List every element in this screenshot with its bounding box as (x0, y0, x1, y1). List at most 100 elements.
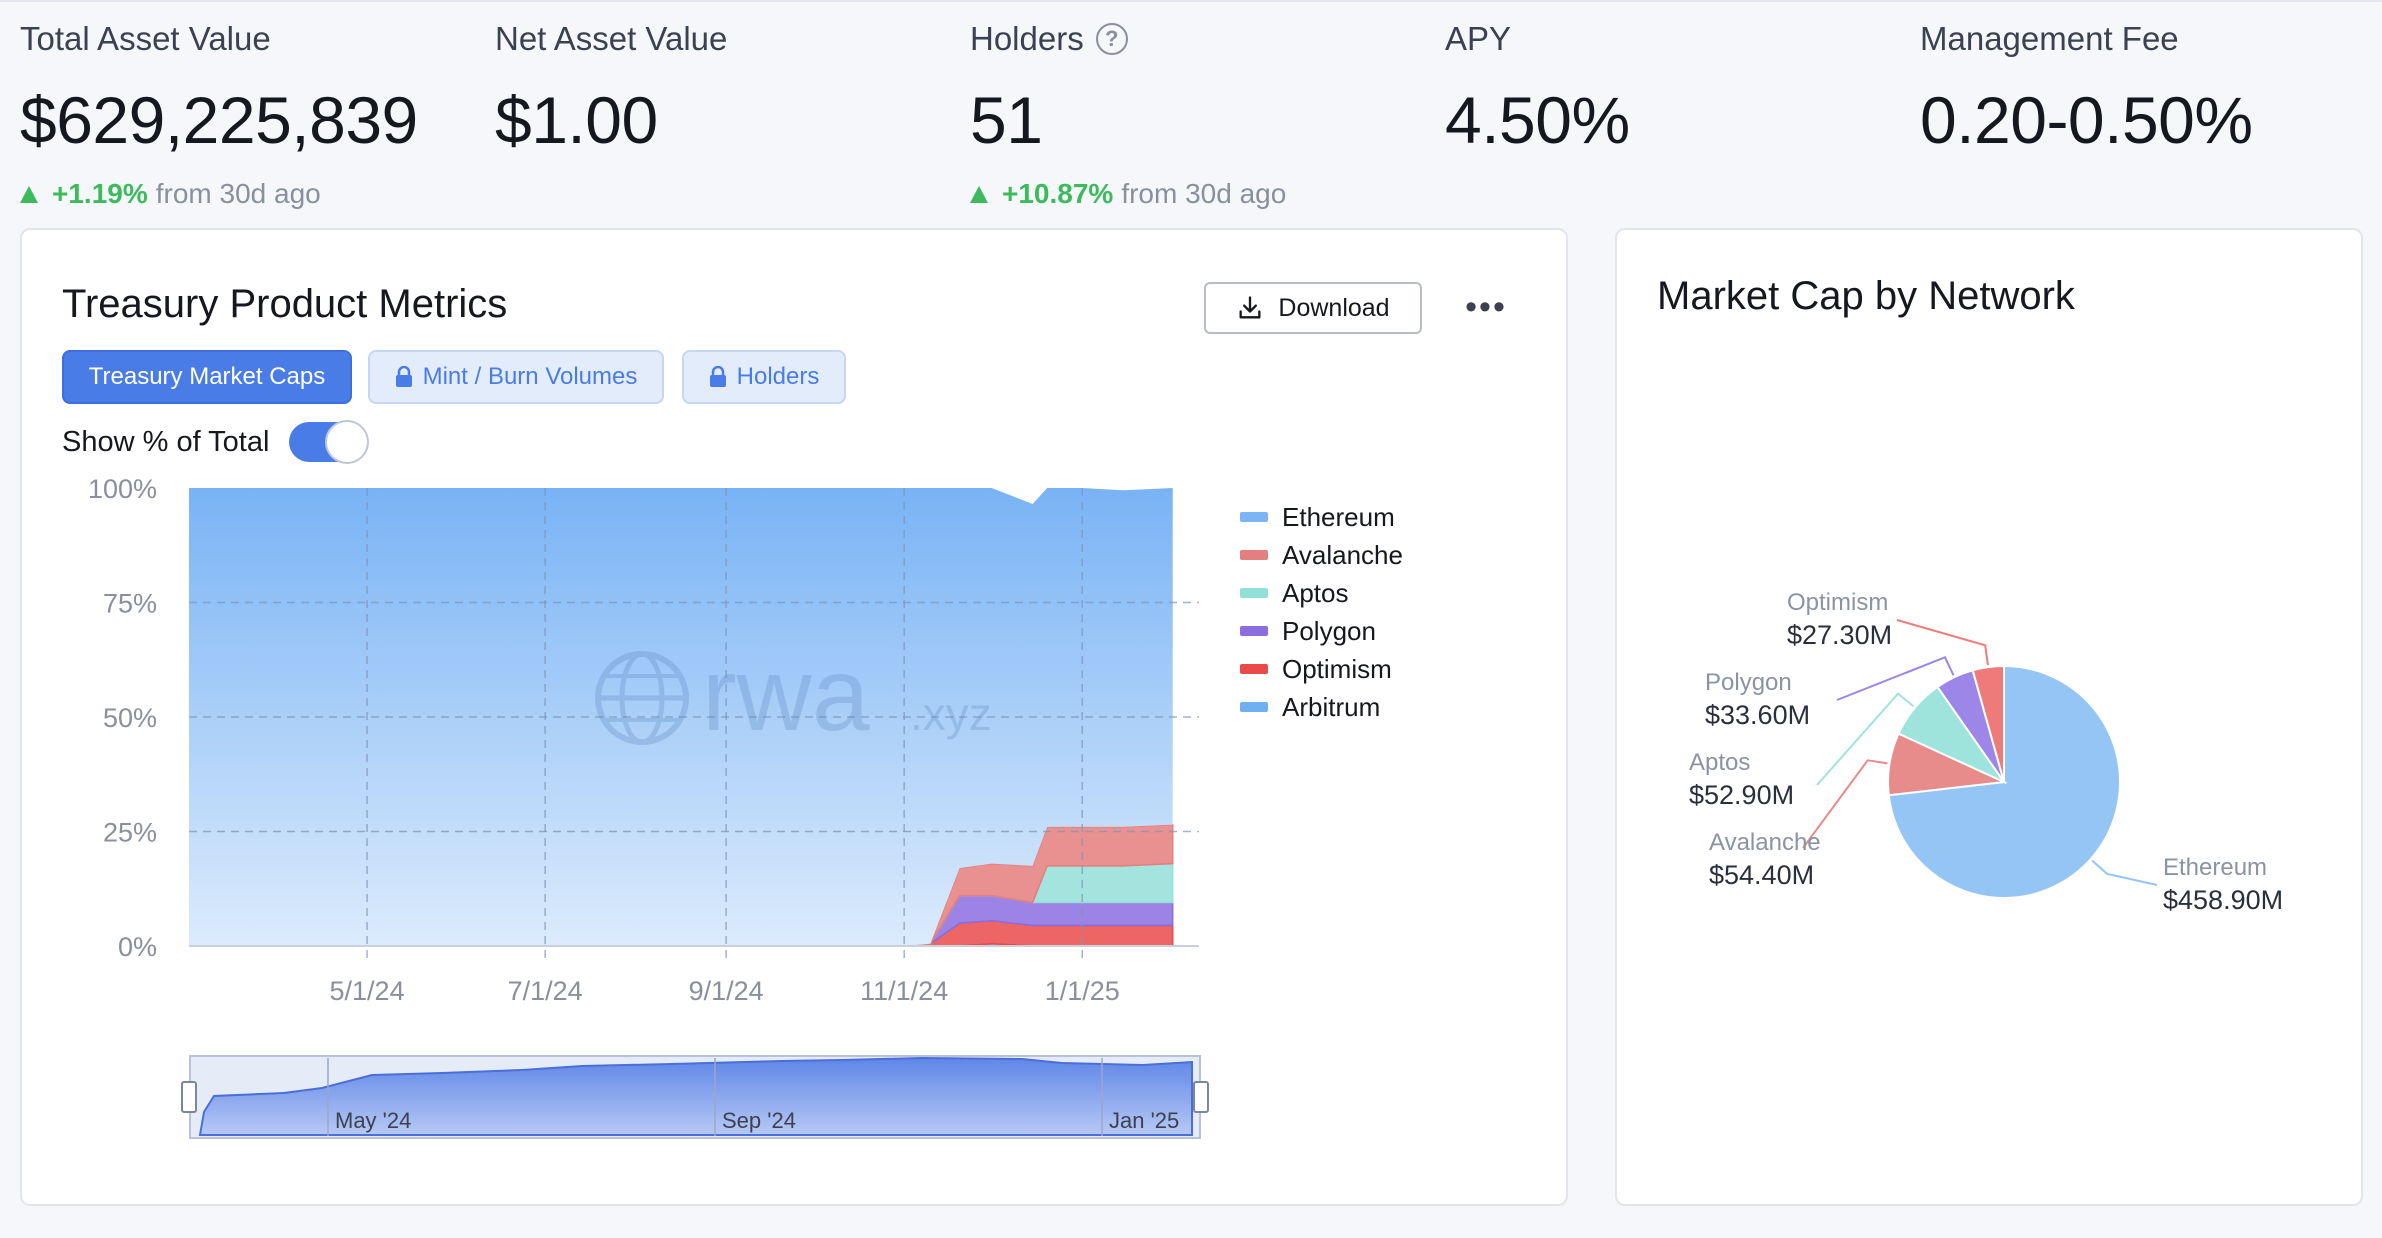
pie-label-name: Ethereum (2163, 854, 2267, 881)
card-title: Treasury Product Metrics (62, 282, 508, 326)
stat-change: +1.19% from 30d ago (20, 178, 418, 210)
y-tick-label: 100% (88, 474, 157, 504)
y-axis-ticks: 100% 75% 50% 25% 0% (88, 474, 157, 962)
pie-label-name: Polygon (1705, 669, 1792, 696)
legend-item-optimism[interactable]: Optimism (1240, 650, 1403, 688)
legend-item-aptos[interactable]: Aptos (1240, 574, 1403, 612)
tab-mint-burn-volumes[interactable]: Mint / Burn Volumes (368, 350, 664, 404)
stat-net-asset-value: Net Asset Value $1.00 (495, 20, 727, 158)
chart-legend: Ethereum Avalanche Aptos Polygon Optimis… (1240, 498, 1403, 726)
stat-holders: Holders ? 51 +10.87% from 30d ago (970, 20, 1286, 210)
stat-value: 51 (970, 83, 1043, 157)
pie-leader-line (1896, 619, 1989, 666)
legend-label: Ethereum (1282, 501, 1395, 532)
legend-swatch (1240, 550, 1268, 560)
pie-label-name: Optimism (1787, 589, 1888, 616)
legend-item-polygon[interactable]: Polygon (1240, 612, 1403, 650)
pie-slice-optimism[interactable] (1971, 664, 2005, 783)
legend-swatch (1240, 664, 1268, 674)
change-suffix: from 30d ago (1121, 178, 1287, 209)
y-tick-label: 25% (103, 818, 157, 848)
legend-item-arbitrum[interactable]: Arbitrum (1240, 688, 1403, 726)
pie-leader-line (1802, 759, 1888, 849)
toggle-knob (325, 420, 370, 464)
navigator-right-handle[interactable] (1193, 1081, 1209, 1113)
stat-value: $1.00 (495, 83, 658, 157)
more-options-icon[interactable]: ••• (1465, 287, 1507, 326)
pie-leader-line (1816, 692, 1915, 786)
lock-icon (709, 366, 726, 387)
stat-value: 4.50% (1445, 83, 1630, 157)
download-icon (1239, 296, 1261, 319)
pie-leader-line (1836, 656, 1955, 701)
stat-apy: APY 4.50% (1445, 20, 1630, 158)
show-percent-toggle-row: Show % of Total (62, 420, 370, 464)
tab-label: Holders (736, 363, 820, 390)
stat-label: Holders (970, 20, 1084, 57)
x-tick-label: 7/1/24 (508, 976, 583, 1006)
pie-label-name: Avalanche (1709, 829, 1821, 856)
market-cap-area-chart: 100% 75% 50% 25% 0% 5/1/24 7/1/24 9/1/24 11/1/2… (88, 474, 1209, 1139)
legend-label: Polygon (1282, 615, 1376, 646)
x-tick-label: 5/1/24 (330, 976, 405, 1006)
legend-label: Avalanche (1282, 539, 1403, 570)
pie-label-value: $27.30M (1787, 620, 1892, 650)
download-button[interactable]: Download (1204, 282, 1422, 334)
navigator-label: May '24 (335, 1108, 411, 1133)
pie-labels: Ethereum $458.90M Avalanche $54.40M Aptos $52… (1689, 589, 2283, 915)
watermark-suffix: .xyz (910, 688, 992, 740)
stat-value: $629,225,839 (20, 83, 418, 157)
change-percent: +1.19% (52, 178, 148, 209)
lock-icon (395, 366, 412, 387)
legend-swatch (1240, 512, 1268, 522)
stat-label: Net Asset Value (495, 20, 728, 57)
x-axis-ticks: 5/1/24 7/1/24 9/1/24 11/1/24 1/1/25 (330, 976, 1120, 1006)
toggle-label: Show % of Total (62, 425, 270, 458)
pie-slices (1887, 664, 2121, 899)
x-tick-label: 1/1/25 (1045, 976, 1120, 1006)
grid-lines (189, 488, 1199, 960)
legend-item-ethereum[interactable]: Ethereum (1240, 498, 1403, 536)
stat-label-row: Holders ? (970, 20, 1286, 58)
x-tick-label: 9/1/24 (689, 976, 764, 1006)
download-label: Download (1278, 293, 1390, 322)
treasury-metrics-card: Treasury Product Metrics Download ••• Tr… (20, 228, 1568, 1206)
y-tick-label: 50% (103, 703, 157, 733)
y-tick-label: 0% (118, 932, 157, 962)
legend-label: Arbitrum (1282, 691, 1381, 722)
stat-label: APY (1445, 20, 1512, 57)
pie-label-value: $458.90M (2163, 885, 2283, 915)
legend-label: Optimism (1282, 653, 1392, 684)
pie-label-value: $54.40M (1709, 860, 1814, 890)
help-icon[interactable]: ? (1095, 23, 1128, 55)
stat-value: 0.20-0.50% (1920, 83, 2253, 157)
pie-label-value: $33.60M (1705, 700, 1810, 730)
navigator-left-handle[interactable] (181, 1081, 197, 1113)
range-navigator[interactable]: May '24 Sep '24 Jan '25 (181, 1055, 1209, 1139)
tab-label: Mint / Burn Volumes (422, 363, 638, 390)
tab-treasury-market-caps[interactable]: Treasury Market Caps (62, 350, 352, 404)
legend-item-avalanche[interactable]: Avalanche (1240, 536, 1403, 574)
legend-swatch (1240, 626, 1268, 636)
x-tick-label: 11/1/24 (860, 976, 948, 1006)
tab-label: Treasury Market Caps (88, 363, 326, 390)
pie-leader-line (2091, 859, 2158, 886)
stat-total-asset-value: Total Asset Value $629,225,839 +1.19% fr… (20, 20, 418, 210)
stats-bar: Total Asset Value $629,225,839 +1.19% fr… (0, 0, 2382, 215)
up-arrow-icon (20, 185, 38, 203)
navigator-label: Jan '25 (1109, 1108, 1179, 1133)
card-title: Market Cap by Network (1657, 274, 2075, 318)
show-percent-toggle[interactable] (289, 420, 370, 464)
stat-change: +10.87% from 30d ago (970, 178, 1286, 210)
navigator-label: Sep '24 (722, 1108, 796, 1133)
navigator-series (198, 1056, 1193, 1136)
y-tick-label: 75% (103, 589, 157, 619)
watermark-text: rwa (702, 637, 870, 753)
change-percent: +10.87% (1002, 178, 1114, 209)
stat-label: Management Fee (1920, 20, 2179, 57)
stat-management-fee: Management Fee 0.20-0.50% (1920, 20, 2253, 158)
market-cap-pie-chart: Ethereum $458.90M Avalanche $54.40M Aptos $52… (1689, 589, 2283, 915)
pie-label-name: Aptos (1689, 749, 1750, 776)
change-suffix: from 30d ago (155, 178, 321, 209)
tab-holders[interactable]: Holders (682, 350, 846, 404)
